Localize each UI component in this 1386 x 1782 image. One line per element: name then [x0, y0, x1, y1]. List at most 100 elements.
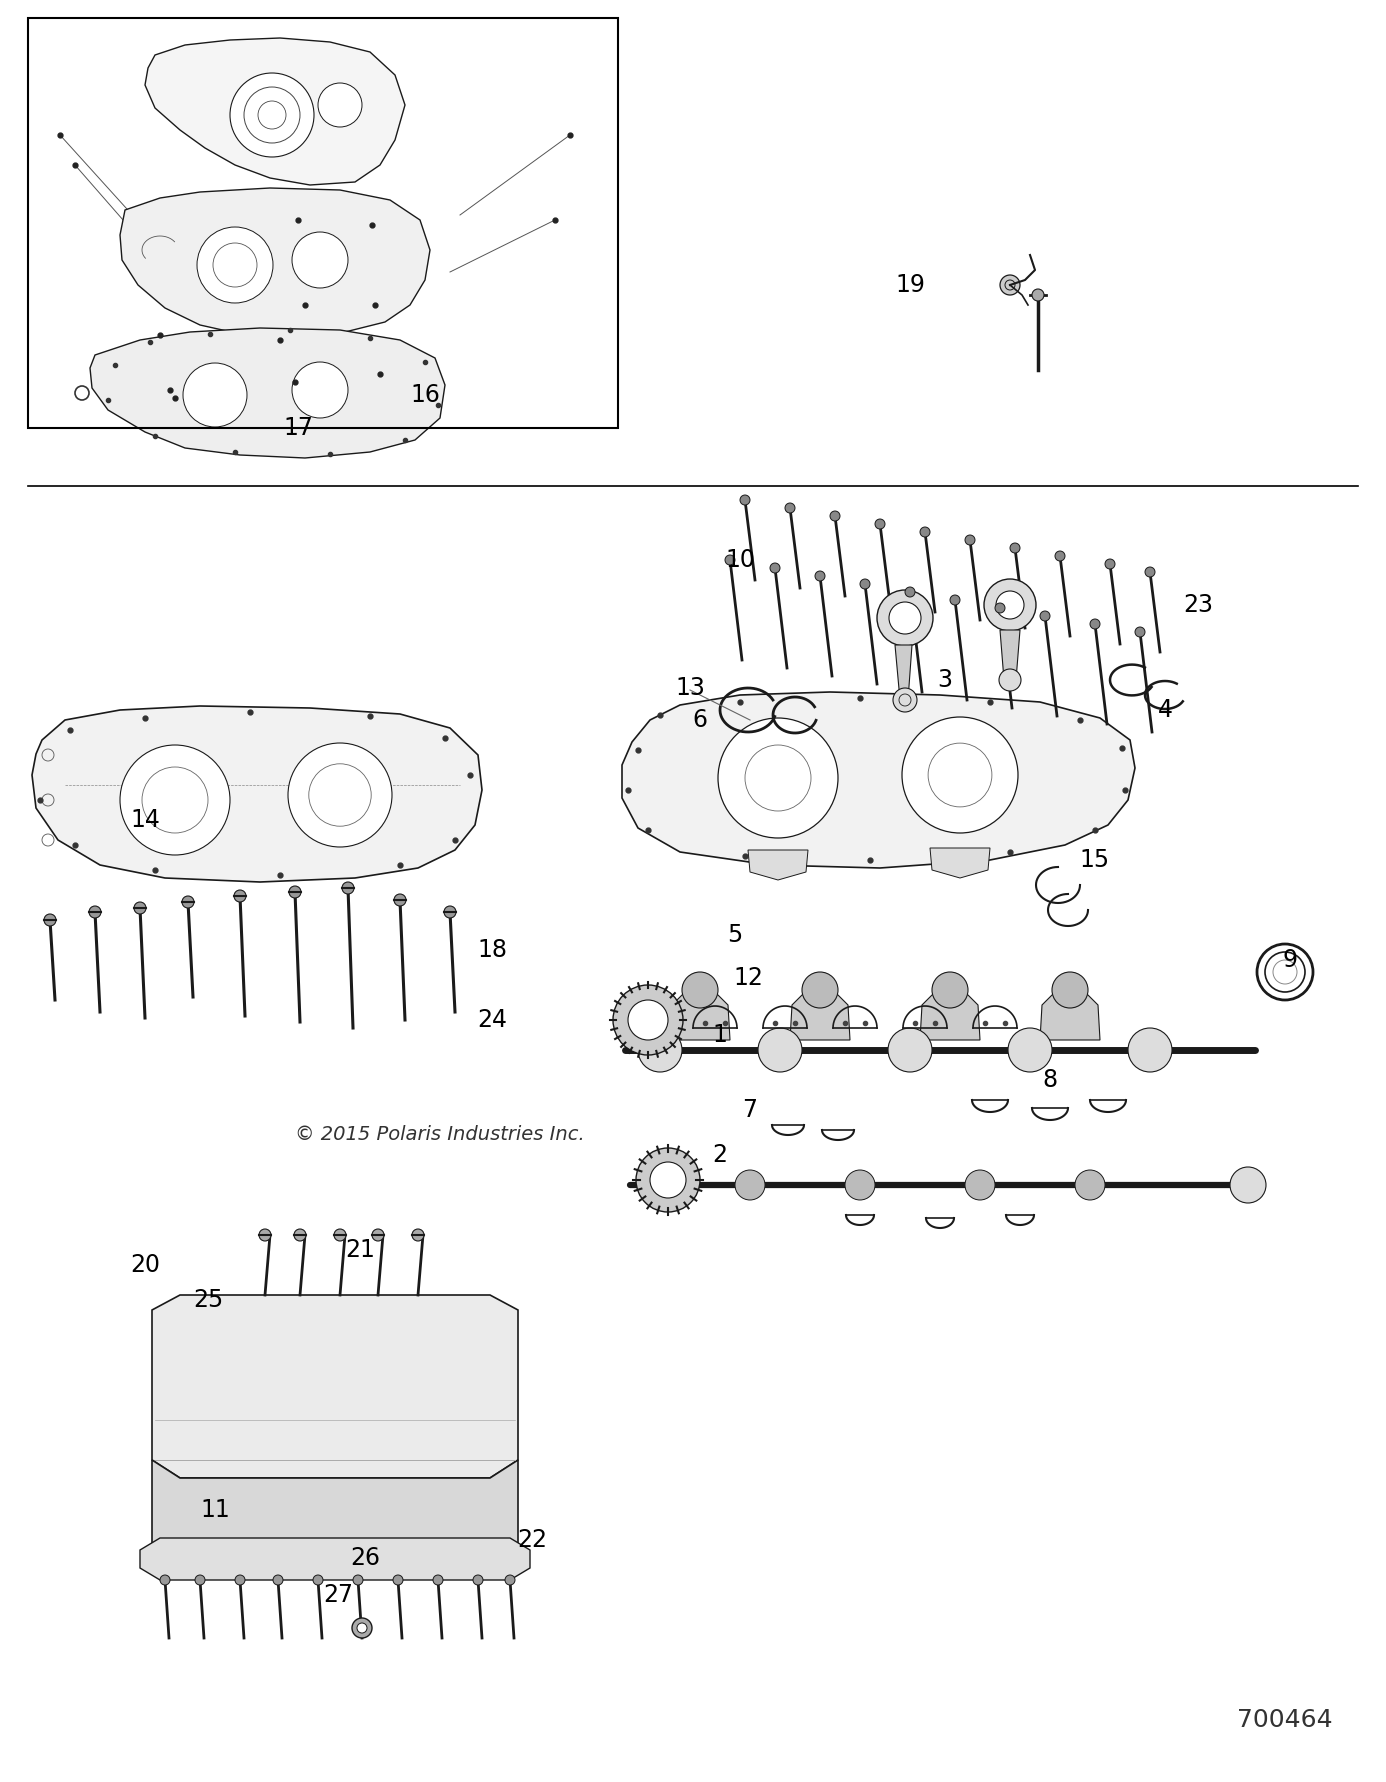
Circle shape: [1040, 611, 1051, 620]
Circle shape: [317, 84, 362, 127]
Circle shape: [931, 971, 967, 1009]
Text: 15: 15: [1080, 848, 1110, 871]
Circle shape: [965, 1171, 995, 1199]
Circle shape: [505, 1575, 516, 1584]
Text: 2: 2: [712, 1142, 728, 1167]
Text: 16: 16: [410, 383, 439, 406]
Circle shape: [995, 602, 1005, 613]
Text: 25: 25: [193, 1288, 223, 1312]
Circle shape: [273, 1575, 283, 1584]
Circle shape: [292, 362, 348, 419]
Text: 27: 27: [323, 1582, 353, 1607]
Text: 3: 3: [937, 668, 952, 691]
Circle shape: [473, 1575, 482, 1584]
Text: 23: 23: [1184, 593, 1213, 617]
Circle shape: [902, 716, 1017, 832]
Circle shape: [1033, 289, 1044, 301]
Circle shape: [628, 1000, 668, 1041]
Circle shape: [342, 882, 353, 895]
Circle shape: [984, 579, 1035, 631]
Text: 22: 22: [517, 1527, 547, 1552]
Polygon shape: [622, 691, 1135, 868]
Circle shape: [735, 1171, 765, 1199]
Text: 21: 21: [345, 1238, 376, 1262]
Circle shape: [134, 902, 146, 914]
Circle shape: [965, 535, 974, 545]
Text: 6: 6: [693, 707, 707, 732]
Polygon shape: [930, 848, 990, 879]
Circle shape: [371, 1230, 384, 1240]
Circle shape: [999, 668, 1021, 691]
Polygon shape: [1001, 631, 1020, 681]
Circle shape: [650, 1162, 686, 1198]
Polygon shape: [140, 1538, 529, 1581]
Polygon shape: [1040, 993, 1100, 1041]
Polygon shape: [90, 328, 445, 458]
Circle shape: [292, 232, 348, 289]
Polygon shape: [790, 993, 850, 1041]
Circle shape: [997, 592, 1024, 618]
Circle shape: [758, 1028, 802, 1073]
Circle shape: [1076, 1171, 1105, 1199]
Circle shape: [358, 1623, 367, 1632]
Text: 11: 11: [200, 1499, 230, 1522]
Circle shape: [444, 905, 456, 918]
Text: 12: 12: [733, 966, 762, 991]
Text: 7: 7: [743, 1098, 758, 1123]
Circle shape: [236, 1575, 245, 1584]
Text: 4: 4: [1157, 699, 1173, 722]
Text: 5: 5: [728, 923, 743, 946]
Polygon shape: [32, 706, 482, 882]
Text: 10: 10: [725, 549, 755, 572]
Text: 14: 14: [130, 807, 159, 832]
Circle shape: [815, 570, 825, 581]
Circle shape: [613, 985, 683, 1055]
Circle shape: [1008, 1028, 1052, 1073]
Bar: [28, 18, 618, 428]
Circle shape: [197, 226, 273, 303]
Text: 700464: 700464: [1238, 1707, 1333, 1732]
Circle shape: [334, 1230, 346, 1240]
Circle shape: [353, 1575, 363, 1584]
Polygon shape: [152, 1459, 518, 1575]
Polygon shape: [920, 993, 980, 1041]
Circle shape: [1089, 618, 1100, 629]
Text: 18: 18: [477, 937, 507, 962]
Circle shape: [905, 586, 915, 597]
Circle shape: [638, 1028, 682, 1073]
Circle shape: [888, 1028, 931, 1073]
Circle shape: [183, 364, 247, 428]
Text: 19: 19: [895, 273, 924, 298]
Circle shape: [830, 511, 840, 520]
Circle shape: [725, 554, 735, 565]
Circle shape: [89, 905, 101, 918]
Text: 9: 9: [1282, 948, 1297, 971]
Circle shape: [1001, 274, 1020, 296]
Circle shape: [1128, 1028, 1173, 1073]
Circle shape: [920, 527, 930, 536]
Circle shape: [1135, 627, 1145, 636]
Circle shape: [682, 971, 718, 1009]
Text: 26: 26: [351, 1547, 380, 1570]
Circle shape: [394, 1575, 403, 1584]
Circle shape: [771, 563, 780, 574]
Polygon shape: [146, 37, 405, 185]
Polygon shape: [121, 187, 430, 339]
Text: 17: 17: [283, 415, 313, 440]
Text: 24: 24: [477, 1009, 507, 1032]
Circle shape: [949, 595, 960, 606]
Circle shape: [802, 971, 839, 1009]
Circle shape: [313, 1575, 323, 1584]
Circle shape: [432, 1575, 444, 1584]
Circle shape: [290, 886, 301, 898]
Circle shape: [784, 503, 796, 513]
Circle shape: [740, 495, 750, 504]
Circle shape: [294, 1230, 306, 1240]
Circle shape: [44, 914, 55, 927]
Circle shape: [394, 895, 406, 905]
Circle shape: [230, 73, 315, 157]
Circle shape: [718, 718, 839, 838]
Circle shape: [1145, 567, 1155, 577]
Circle shape: [893, 688, 918, 713]
Circle shape: [121, 745, 230, 855]
